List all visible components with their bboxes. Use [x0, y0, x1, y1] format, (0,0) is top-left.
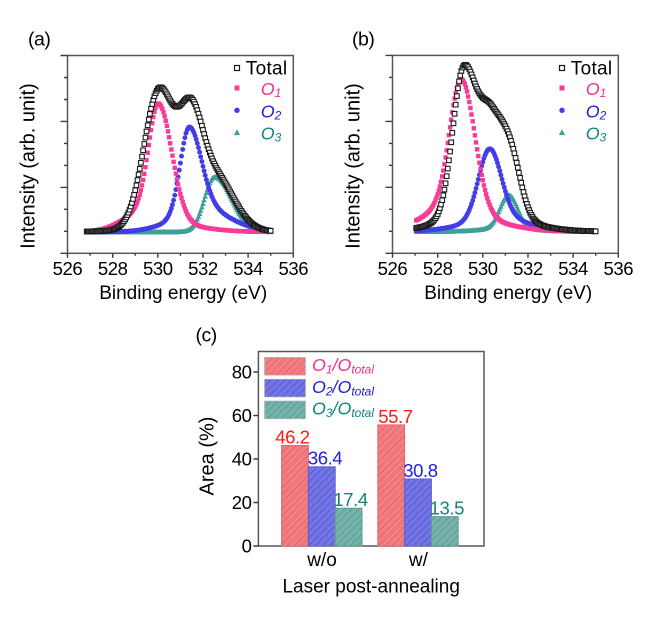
- svg-text:20: 20: [232, 492, 252, 513]
- svg-text:46.2: 46.2: [275, 426, 310, 447]
- svg-text:0: 0: [242, 535, 252, 556]
- svg-text:w/: w/: [408, 550, 429, 571]
- svg-text:530: 530: [143, 258, 173, 279]
- svg-text:528: 528: [98, 258, 128, 279]
- svg-text:534: 534: [558, 258, 588, 279]
- svg-text:O3/Ototal: O3/Ototal: [312, 399, 374, 421]
- svg-text:Total: Total: [246, 58, 288, 79]
- svg-text:526: 526: [53, 258, 83, 279]
- svg-text:Total: Total: [571, 58, 613, 79]
- svg-text:530: 530: [468, 258, 498, 279]
- svg-text:528: 528: [423, 258, 453, 279]
- svg-text:Area (%): Area (%): [197, 417, 219, 496]
- svg-text:O1: O1: [261, 79, 282, 100]
- svg-text:(b): (b): [352, 29, 374, 51]
- svg-text:536: 536: [603, 258, 633, 279]
- svg-text:Binding energy (eV): Binding energy (eV): [424, 283, 592, 304]
- svg-text:Laser post-annealing: Laser post-annealing: [282, 577, 459, 598]
- svg-text:536: 536: [278, 258, 308, 279]
- svg-text:O3: O3: [261, 124, 282, 145]
- svg-text:534: 534: [233, 258, 263, 279]
- svg-text:55.7: 55.7: [378, 406, 413, 427]
- svg-text:(a): (a): [28, 29, 50, 51]
- svg-text:Intensity (arb. unit): Intensity (arb. unit): [18, 83, 40, 249]
- svg-text:30.8: 30.8: [403, 460, 438, 481]
- svg-text:w/o: w/o: [306, 550, 337, 571]
- svg-text:40: 40: [232, 448, 252, 469]
- svg-text:O2: O2: [261, 101, 282, 122]
- svg-text:O1/Ototal: O1/Ototal: [312, 355, 374, 377]
- svg-text:36.4: 36.4: [308, 448, 343, 469]
- svg-text:O2/Ototal: O2/Ototal: [312, 377, 374, 399]
- svg-text:526: 526: [378, 258, 408, 279]
- svg-text:O1: O1: [586, 79, 607, 100]
- svg-text:13.5: 13.5: [430, 498, 465, 519]
- svg-text:O2: O2: [586, 101, 607, 122]
- svg-text:60: 60: [232, 405, 252, 426]
- svg-text:O3: O3: [586, 124, 607, 145]
- svg-text:532: 532: [513, 258, 543, 279]
- svg-text:80: 80: [232, 361, 252, 382]
- svg-text:532: 532: [188, 258, 218, 279]
- svg-text:17.4: 17.4: [333, 489, 368, 510]
- svg-text:(c): (c): [196, 325, 217, 347]
- svg-text:Binding energy (eV): Binding energy (eV): [99, 283, 267, 304]
- svg-text:Intensity (arb. unit): Intensity (arb. unit): [343, 83, 365, 249]
